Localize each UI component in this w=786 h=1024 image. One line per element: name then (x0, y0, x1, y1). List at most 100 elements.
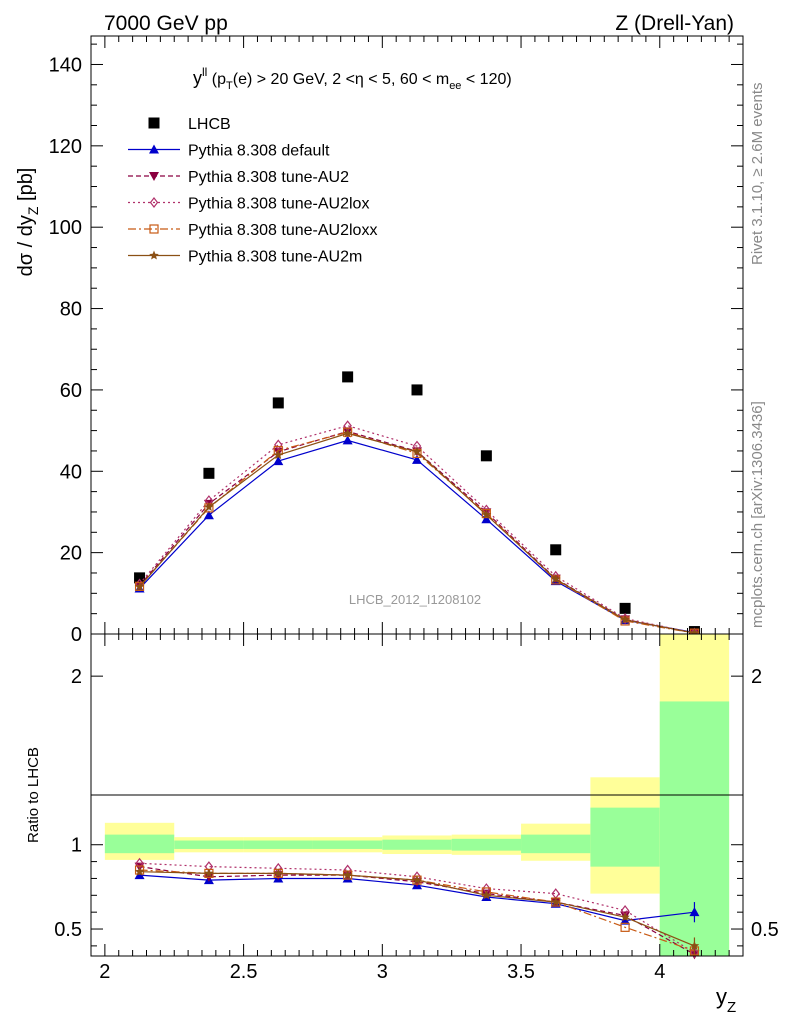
ratio-band-inner (382, 839, 452, 850)
ratio-point-au2m (551, 897, 561, 907)
ratio-xlabel-sub: Z (727, 999, 736, 1016)
ratio-x-tick-label: 2.5 (230, 961, 258, 983)
ratio-point-au2loxx (620, 922, 630, 932)
legend-marker-data (148, 117, 160, 129)
ratio-frame (90, 633, 744, 957)
legend-marker-au2m (149, 250, 159, 260)
ratio-line-au2 (139, 866, 695, 955)
analysis-watermark: LHCB_2012_I1208102 (349, 592, 481, 607)
title-ee: ee (449, 80, 461, 92)
main-point-au2m (273, 450, 283, 460)
ratio-yticks: 0.5 0.5 1 2 2 (54, 666, 779, 947)
main-point-au2m (204, 502, 214, 512)
main-y-tick-label: 100 (49, 217, 82, 239)
ratio-x-tick-label: 3 (377, 961, 388, 983)
ratio-x-tick-label: 3.5 (507, 961, 535, 983)
ratio-markers (134, 857, 700, 960)
main-y-tick-label: 40 (60, 461, 82, 483)
main-point-data (134, 572, 146, 584)
main-point-data (550, 544, 562, 556)
main-point-data (480, 450, 492, 462)
main-y-tick-label: 140 (49, 54, 82, 76)
ratio-band-inner (451, 838, 522, 851)
legend-marker-au2loxx (149, 224, 159, 234)
main-point-au2m (620, 614, 630, 624)
ratio-band-inner (590, 807, 660, 867)
main-yticks: 0 20 40 60 80 100 120 140 (49, 43, 743, 646)
main-point-default (412, 454, 422, 464)
main-point-au2m (689, 628, 700, 637)
main-panel: 0 20 40 60 80 100 120 140 yll (pT(e) > 20 GeV, … (15, 35, 744, 646)
plot-title: yll (pT(e) > 20 GeV, 2 <η < 5, 60 < mee … (193, 65, 512, 92)
main-point-au2m (134, 581, 145, 591)
main-y-tick-label: 120 (49, 136, 82, 158)
legend-label-au2: Pythia 8.308 tune-AU2 (188, 169, 349, 186)
ratio-y-tick-label-left: 1 (71, 835, 82, 857)
ratio-x-tick-label: 2 (99, 961, 110, 983)
ratio-point-au2lox (690, 947, 699, 959)
ratio-point-au2m (342, 870, 353, 880)
ratio-point-au2m (689, 940, 700, 950)
header-right: Z (Drell-Yan) (615, 12, 734, 35)
ratio-xticks: 2 2.5 3 3.5 4 (99, 634, 730, 983)
title-T: T (226, 80, 233, 92)
title-y: y (193, 68, 202, 88)
ratio-panel: 0.5 0.5 1 2 2 2 2.5 3 3.5 4 Ratio to LHCB yZ (25, 633, 779, 1016)
main-point-au2m (412, 446, 422, 456)
legend-marker-au2 (149, 172, 159, 181)
main-line-au2lox (139, 425, 695, 634)
ratio-y-tick-label-left: 2 (71, 666, 82, 688)
ratio-point-au2m (204, 868, 214, 878)
main-point-default (273, 456, 284, 466)
ratio-x-tick-label: 4 (654, 961, 665, 983)
main-point-data (342, 371, 354, 383)
main-ylabel-unit: [pb] (15, 168, 37, 207)
title-b: (e) > 20 GeV, 2 <η < 5, 60 < m (233, 71, 449, 88)
main-xticks (104, 36, 730, 634)
ratio-xlabel: yZ (716, 984, 736, 1016)
ratio-point-au2loxx (134, 865, 145, 875)
main-point-data (272, 397, 284, 409)
main-point-default (481, 514, 492, 524)
ratio-point-au2m (273, 868, 283, 878)
main-point-default (342, 435, 353, 445)
main-y-tick-label: 80 (60, 299, 82, 321)
ratio-band-inner (104, 834, 175, 854)
ratio-point-au2m (412, 875, 422, 885)
ratio-band-inner (243, 840, 313, 849)
rivet-label: Rivet 3.1.10, ≥ 2.6M events (749, 83, 766, 266)
ratio-point-au2m (620, 912, 630, 922)
title-ll: ll (202, 65, 207, 79)
legend-label-au2lox: Pythia 8.308 tune-AU2lox (188, 196, 369, 213)
ratio-point-default (689, 907, 700, 917)
ratio-point-au2m (134, 866, 145, 876)
main-point-data (203, 467, 215, 479)
title-c: < 120) (461, 71, 511, 88)
legend-marker-default (149, 144, 159, 154)
main-point-au2m (551, 574, 561, 584)
main-ylabel-sub: Z (25, 206, 41, 215)
legend-label-au2loxx: Pythia 8.308 tune-AU2loxx (188, 222, 377, 239)
ratio-band-inner (521, 834, 591, 854)
main-point-data (619, 602, 631, 614)
main-point-au2lox (274, 439, 283, 451)
main-point-default (203, 510, 214, 520)
main-ylabel: dσ / dyZ [pb] (15, 168, 41, 277)
main-point-data (411, 384, 423, 396)
main-ylabel-main: dσ / dy (15, 215, 37, 276)
legend-marker-au2lox (149, 197, 159, 208)
ratio-xlabel-main: y (716, 984, 727, 1009)
ratio-y-tick-label-right: 2 (751, 666, 762, 688)
legend: LHCB Pythia 8.308 default Pythia 8.308 tun… (128, 116, 377, 266)
ratio-point-au2m (481, 890, 492, 900)
ratio-ylabel: Ratio to LHCB (25, 747, 42, 843)
main-y-tick-label: 60 (60, 380, 82, 402)
ratio-y-tick-label-left: 0.5 (54, 919, 82, 941)
main-y-tick-label: 20 (60, 543, 82, 565)
ratio-line-au2lox (139, 862, 695, 954)
main-point-au2m (342, 428, 353, 438)
ratio-y-tick-label-right: 0.5 (751, 919, 779, 941)
legend-label-au2m: Pythia 8.308 tune-AU2m (188, 249, 362, 266)
legend-label-data: LHCB (188, 116, 231, 133)
